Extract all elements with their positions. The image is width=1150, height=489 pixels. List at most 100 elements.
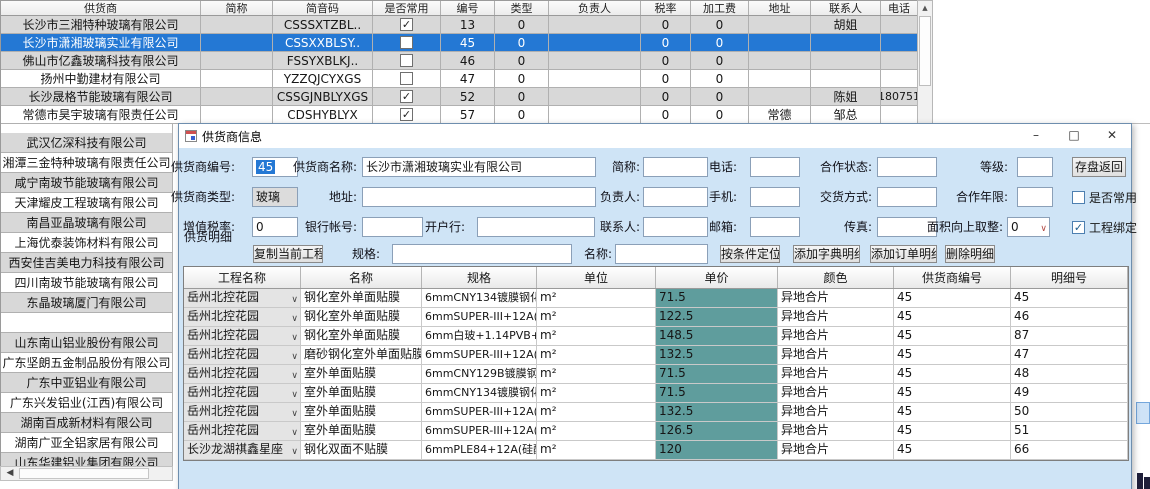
dropdown-arrow-icon[interactable]: ∨: [1040, 224, 1047, 234]
column-header[interactable]: 编号: [441, 1, 495, 15]
minimize-button[interactable]: –: [1033, 128, 1039, 142]
close-button[interactable]: ✕: [1106, 128, 1118, 142]
common-checkbox[interactable]: ✓: [400, 90, 413, 103]
supplier-list-item[interactable]: 咸宁南玻节能玻璃有限公司: [1, 173, 173, 193]
column-header[interactable]: 税率: [641, 1, 691, 15]
supplier-list-item[interactable]: 广东兴发铝业(江西)有限公司: [1, 393, 173, 413]
vat-input[interactable]: 0: [252, 217, 298, 237]
column-header[interactable]: 类型: [495, 1, 549, 15]
detail-column-header[interactable]: 工程名称: [184, 267, 301, 288]
column-header[interactable]: 加工费: [691, 1, 749, 15]
project-combo-cell[interactable]: 岳州北控花园 ∨: [184, 346, 301, 364]
checkbox-icon[interactable]: [1072, 190, 1085, 204]
copy-project-button[interactable]: 复制当前工程: [253, 245, 323, 263]
supplier-list-item[interactable]: 湘潭三金特种玻璃有限责任公司: [1, 153, 173, 173]
supplier-list-item[interactable]: 山东南山铝业股份有限公司: [1, 333, 173, 353]
coop-years-input[interactable]: [1017, 187, 1053, 207]
column-header[interactable]: 简音码: [273, 1, 373, 15]
horizontal-scrollbar[interactable]: ◀: [0, 466, 173, 481]
dropdown-arrow-icon[interactable]: ∨: [291, 409, 298, 419]
dropdown-arrow-icon[interactable]: ∨: [291, 295, 298, 305]
column-header[interactable]: 是否常用: [373, 1, 441, 15]
supplier-list-item[interactable]: 广东中亚铝业有限公司: [1, 373, 173, 393]
detail-row[interactable]: 岳州北控花园∨磨砂钢化室外单面贴膜6mmSUPER-III+12A(硅...m²…: [184, 346, 1128, 365]
supplier-no-input[interactable]: 45: [252, 157, 298, 177]
supplier-row[interactable]: 佛山市亿鑫玻璃科技有限公司 FSSYXBLKJ.. 46 0 0 0: [1, 52, 933, 70]
common-checkbox[interactable]: [400, 72, 413, 85]
column-header[interactable]: 负责人: [549, 1, 641, 15]
project-combo-cell[interactable]: 岳州北控花园 ∨: [184, 422, 301, 440]
checkbox-icon[interactable]: ✓: [1072, 220, 1085, 234]
detail-row[interactable]: 岳州北控花园∨室外单面贴膜6mmSUPER-III+12A(硅...m²132.…: [184, 403, 1128, 422]
dropdown-arrow-icon[interactable]: ∨: [291, 352, 298, 362]
column-header[interactable]: 供货商: [1, 1, 201, 15]
supplier-list-item[interactable]: 西安佳吉美电力科技有限公司: [1, 253, 173, 273]
column-header[interactable]: 联系人: [811, 1, 881, 15]
area-round-combo[interactable]: 0 ∨: [1007, 217, 1050, 237]
save-return-button[interactable]: 存盘返回: [1072, 157, 1126, 177]
project-combo-cell[interactable]: 岳州北控花园 ∨: [184, 289, 301, 307]
supplier-row[interactable]: 常德市昊宇玻璃有限责任公司 CDSHYBLYX ✓ 57 0 0 0 常德 邹总: [1, 106, 933, 124]
address-input[interactable]: [362, 187, 596, 207]
supplier-list-item[interactable]: 武汉亿深科技有限公司: [1, 133, 173, 153]
detail-row[interactable]: 岳州北控花园 ∨ 室外单面贴膜 6mmCNY134镀膜钢化 m² 71.5 异地合片 45 49: [184, 384, 1128, 403]
detail-column-header[interactable]: 单位: [537, 267, 656, 288]
supplier-list-item[interactable]: 南昌亚晶玻璃有限公司: [1, 213, 173, 233]
supplier-row[interactable]: 扬州中勤建材有限公司 YZZQJCYXGS 47 0 0 0: [1, 70, 933, 88]
dropdown-arrow-icon[interactable]: ∨: [291, 371, 298, 381]
spec-filter-input[interactable]: [392, 244, 572, 264]
delivery-input[interactable]: [877, 187, 937, 207]
dialog-title-bar[interactable]: 供货商信息 – □ ✕: [179, 124, 1131, 148]
detail-column-header[interactable]: 名称: [301, 267, 422, 288]
supplier-list-item[interactable]: 湖南广亚全铝家居有限公司: [1, 433, 173, 453]
project-combo-cell[interactable]: 岳州北控花园 ∨: [184, 403, 301, 421]
supplier-row[interactable]: 长沙市三湘特种玻璃有限公司 CSSSXTZBL.. ✓ 13 0 0 0 胡姐: [1, 16, 933, 34]
manager-input[interactable]: [643, 187, 708, 207]
column-header[interactable]: 电话: [881, 1, 918, 15]
abbr-input[interactable]: [643, 157, 708, 177]
dropdown-arrow-icon[interactable]: ∨: [291, 390, 298, 400]
supplier-list-item[interactable]: 东晶玻璃厦门有限公司: [1, 293, 173, 313]
supplier-list-item[interactable]: 广东坚朗五金制品股份有限公司: [1, 353, 173, 373]
email-input[interactable]: [750, 217, 800, 237]
common-checkbox[interactable]: ✓: [400, 108, 413, 121]
column-header[interactable]: 简称: [201, 1, 273, 15]
phone-input[interactable]: [750, 157, 800, 177]
scroll-up-icon[interactable]: ▲: [922, 4, 928, 12]
detail-row[interactable]: 岳州北控花园 ∨ 室外单面贴膜 6mmCNY129B镀膜钢化 m² 71.5 异地合片 45 4…: [184, 365, 1128, 384]
supplier-list-item[interactable]: [1, 313, 173, 333]
name-filter-input[interactable]: [615, 244, 708, 264]
maximize-button[interactable]: □: [1068, 128, 1080, 142]
vertical-scrollbar[interactable]: ▲: [917, 0, 933, 124]
mobile-input[interactable]: [750, 187, 800, 207]
project-bind-checkbox[interactable]: ✓ 工程绑定: [1072, 217, 1137, 237]
scrollbar-thumb[interactable]: [19, 468, 149, 479]
project-combo-cell[interactable]: 岳州北控花园 ∨: [184, 327, 301, 345]
add-dict-detail-button[interactable]: 添加字典明细: [793, 245, 860, 263]
supplier-list-item[interactable]: 四川南玻节能玻璃有限公司: [1, 273, 173, 293]
column-header[interactable]: 地址: [749, 1, 811, 15]
detail-row[interactable]: 岳州北控花园∨室外单面贴膜6mmSUPER-III+12A(硅...m²126.…: [184, 422, 1128, 441]
dropdown-arrow-icon[interactable]: ∨: [291, 333, 298, 343]
project-combo-cell[interactable]: 岳州北控花园 ∨: [184, 384, 301, 402]
supplier-row[interactable]: 长沙市潇湘玻璃实业有限公司 CSSXXBLSY.. 45 0 0 0: [1, 34, 933, 52]
common-checkbox[interactable]: [400, 54, 413, 67]
project-combo-cell[interactable]: 岳州北控花园 ∨: [184, 365, 301, 383]
detail-column-header[interactable]: 颜色: [778, 267, 894, 288]
common-use-checkbox[interactable]: 是否常用: [1072, 187, 1137, 207]
detail-row[interactable]: 长沙龙湖祺鑫星座∨钢化双面不贴膜6mmPLE84+12A(硅酮胶...m²120…: [184, 441, 1128, 460]
supplier-name-input[interactable]: 长沙市潇湘玻璃实业有限公司: [362, 157, 596, 177]
dropdown-arrow-icon[interactable]: ∨: [291, 428, 298, 438]
grade-input[interactable]: [1017, 157, 1053, 177]
common-checkbox[interactable]: [400, 36, 413, 49]
delete-detail-button[interactable]: 删除明细: [945, 245, 995, 263]
coop-status-input[interactable]: [877, 157, 937, 177]
bank-input[interactable]: [477, 217, 595, 237]
scrollbar-thumb[interactable]: [919, 16, 931, 86]
detail-column-header[interactable]: 供货商编号: [894, 267, 1011, 288]
detail-row[interactable]: 岳州北控花园∨钢化室外单面贴膜6mmSUPER-III+12A(硅...m²12…: [184, 308, 1128, 327]
common-checkbox[interactable]: ✓: [400, 18, 413, 31]
detail-row[interactable]: 岳州北控花园∨钢化室外单面贴膜6mm白玻+1.14PVB+6mm...m²148…: [184, 327, 1128, 346]
contact-input[interactable]: [643, 217, 708, 237]
